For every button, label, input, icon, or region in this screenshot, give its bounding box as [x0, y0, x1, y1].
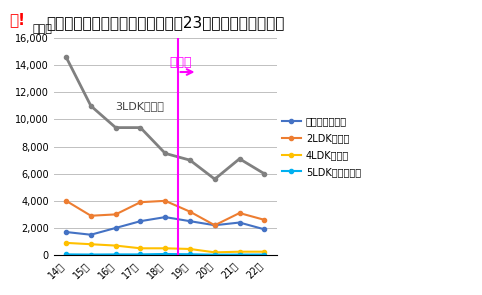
- 2LDKタイプ: [237, 211, 242, 215]
- 単身向けタイプ: [212, 224, 218, 227]
- 2LDKタイプ: [137, 200, 143, 204]
- 5LDKタイプほか: [162, 252, 168, 256]
- 単身向けタイプ: [237, 221, 242, 224]
- 2LDKタイプ: [261, 218, 267, 222]
- Legend: 単身向けタイプ, 2LDKタイプ, 4LDKタイプ, 5LDKタイプほか: 単身向けタイプ, 2LDKタイプ, 4LDKタイプ, 5LDKタイプほか: [281, 117, 361, 177]
- 5LDKタイプほか: [212, 253, 218, 256]
- 4LDKタイプ: [237, 250, 242, 253]
- 5LDKタイプほか: [237, 253, 242, 256]
- 5LDKタイプほか: [137, 253, 143, 256]
- Line: 単身向けタイプ: 単身向けタイプ: [64, 215, 267, 237]
- 4LDKタイプ: [63, 241, 69, 245]
- Line: 4LDKタイプ: 4LDKタイプ: [64, 241, 267, 255]
- Text: 3LDKタイプ: 3LDKタイプ: [116, 101, 164, 111]
- 5LDKタイプほか: [187, 253, 193, 256]
- 4LDKタイプ: [187, 247, 193, 251]
- 4LDKタイプ: [137, 247, 143, 250]
- 4LDKタイプ: [88, 242, 94, 246]
- 単身向けタイプ: [137, 219, 143, 223]
- 単身向けタイプ: [113, 226, 119, 230]
- Title: 間取りタイプ別供給戸数の推移（23区新築マンション）: 間取りタイプ別供給戸数の推移（23区新築マンション）: [46, 15, 284, 30]
- Line: 2LDKタイプ: 2LDKタイプ: [64, 199, 267, 227]
- Y-axis label: （戸）: （戸）: [33, 24, 53, 34]
- 2LDKタイプ: [88, 214, 94, 217]
- 4LDKタイプ: [162, 247, 168, 250]
- 2LDKタイプ: [63, 199, 69, 203]
- 4LDKタイプ: [212, 250, 218, 254]
- 5LDKタイプほか: [113, 253, 119, 256]
- 単身向けタイプ: [88, 233, 94, 237]
- 4LDKタイプ: [113, 244, 119, 247]
- 2LDKタイプ: [162, 199, 168, 203]
- 2LDKタイプ: [212, 224, 218, 227]
- 単身向けタイプ: [63, 230, 69, 234]
- 単身向けタイプ: [261, 227, 267, 231]
- 2LDKタイプ: [187, 210, 193, 214]
- Text: マ!: マ!: [10, 12, 26, 27]
- Line: 5LDKタイプほか: 5LDKタイプほか: [64, 252, 267, 257]
- 2LDKタイプ: [113, 213, 119, 216]
- 5LDKタイプほか: [88, 253, 94, 256]
- 5LDKタイプほか: [261, 253, 267, 256]
- Text: コロナ: コロナ: [169, 56, 191, 69]
- 4LDKタイプ: [261, 250, 267, 253]
- 5LDKタイプほか: [63, 253, 69, 256]
- 単身向けタイプ: [187, 219, 193, 223]
- 単身向けタイプ: [162, 215, 168, 219]
